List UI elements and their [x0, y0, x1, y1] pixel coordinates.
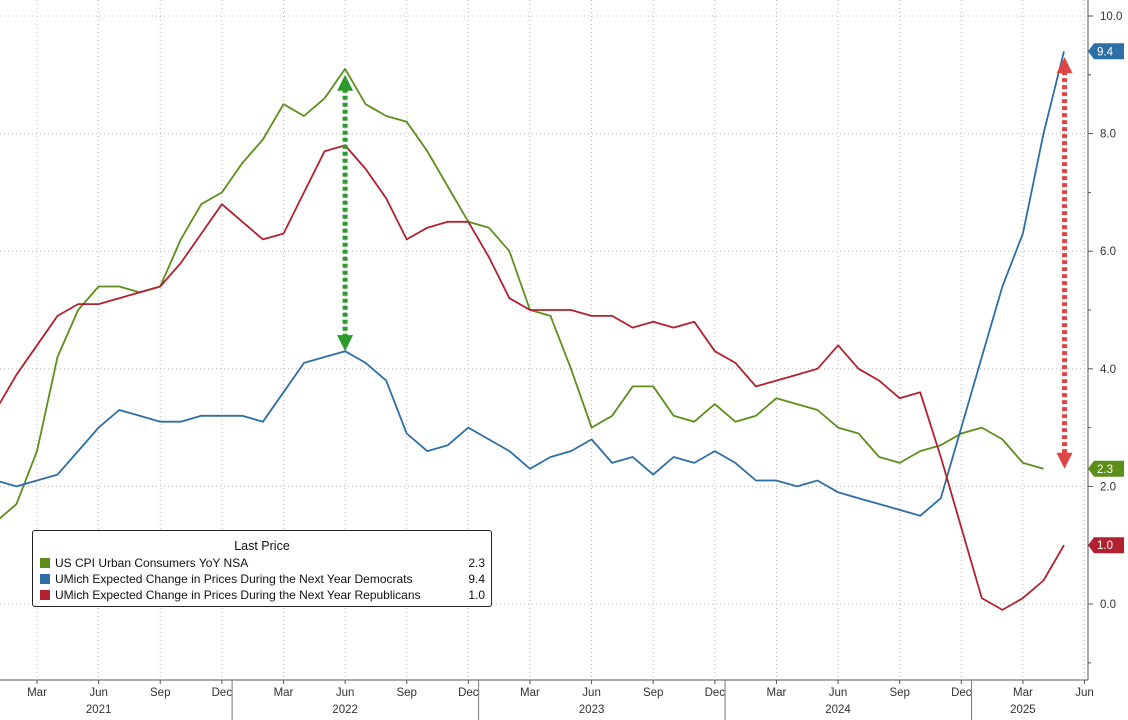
legend-value-republicans: 1.0: [468, 588, 485, 602]
x-tick-label: Mar: [520, 687, 540, 699]
democrats-last-value-tag-text: 9.4: [1097, 46, 1114, 58]
legend-value-democrats: 9.4: [468, 572, 485, 586]
x-tick-label: Sep: [150, 687, 170, 699]
legend-entry-democrats: UMich Expected Change in Prices During t…: [33, 571, 491, 587]
legend-label-cpi: US CPI Urban Consumers YoY NSA: [55, 556, 249, 570]
x-year-label: 2022: [332, 704, 358, 716]
x-tick-label: Jun: [336, 687, 355, 699]
legend-swatch-cpi: [40, 558, 50, 568]
x-tick-label: Mar: [767, 687, 787, 699]
x-year-label: 2025: [1010, 704, 1036, 716]
x-tick-label: Jun: [89, 687, 108, 699]
y-tick-label: 6.0: [1100, 246, 1116, 258]
y-tick-label: 10.0: [1100, 11, 1122, 23]
republicans-last-value-tag-text: 1.0: [1097, 540, 1113, 552]
x-tick-label: Jun: [829, 687, 848, 699]
x-tick-label: Dec: [951, 687, 972, 699]
green-double-arrow-head-top: [337, 74, 354, 91]
x-tick-label: Jun: [582, 687, 601, 699]
x-tick-label: Sep: [643, 687, 663, 699]
red-double-arrow-head-bottom: [1056, 452, 1073, 469]
x-year-label: 2023: [579, 704, 605, 716]
legend: Last Price US CPI Urban Consumers YoY NS…: [32, 530, 492, 607]
republicans-last-value-tag: [1088, 537, 1124, 554]
x-year-label: 2021: [86, 704, 112, 716]
x-tick-label: Jun: [1075, 687, 1094, 699]
legend-swatch-democrats: [40, 574, 50, 584]
red-double-arrow-head-top: [1056, 57, 1073, 74]
legend-label-republicans: UMich Expected Change in Prices During t…: [55, 588, 421, 602]
democrats-series-line: [0, 51, 1065, 517]
y-tick-label: 4.0: [1100, 364, 1116, 376]
republicans-series-line: [0, 144, 1065, 611]
x-tick-label: Sep: [889, 687, 909, 699]
legend-label-democrats: UMich Expected Change in Prices During t…: [55, 572, 413, 586]
green-double-arrow-head-bottom: [337, 335, 354, 352]
x-year-label: 2024: [825, 704, 851, 716]
x-tick-label: Mar: [27, 687, 47, 699]
cpi-last-value-tag-text: 2.3: [1097, 464, 1113, 476]
y-tick-label: 8.0: [1100, 129, 1116, 141]
legend-entry-cpi: US CPI Urban Consumers YoY NSA 2.3: [33, 555, 491, 571]
y-tick-label: 0.0: [1100, 599, 1116, 611]
cpi-series-line: [0, 68, 1044, 520]
legend-entry-republicans: UMich Expected Change in Prices During t…: [33, 587, 491, 603]
x-tick-label: Dec: [705, 687, 726, 699]
x-tick-label: Dec: [458, 687, 479, 699]
legend-swatch-republicans: [40, 590, 50, 600]
legend-value-cpi: 2.3: [468, 556, 485, 570]
x-tick-label: Mar: [274, 687, 294, 699]
x-tick-label: Dec: [212, 687, 233, 699]
x-tick-label: Mar: [1013, 687, 1033, 699]
x-tick-label: Sep: [396, 687, 416, 699]
democrats-last-value-tag: [1088, 43, 1124, 60]
y-tick-label: 2.0: [1100, 481, 1116, 493]
cpi-last-value-tag: [1088, 460, 1124, 477]
legend-title: Last Price: [234, 539, 290, 553]
